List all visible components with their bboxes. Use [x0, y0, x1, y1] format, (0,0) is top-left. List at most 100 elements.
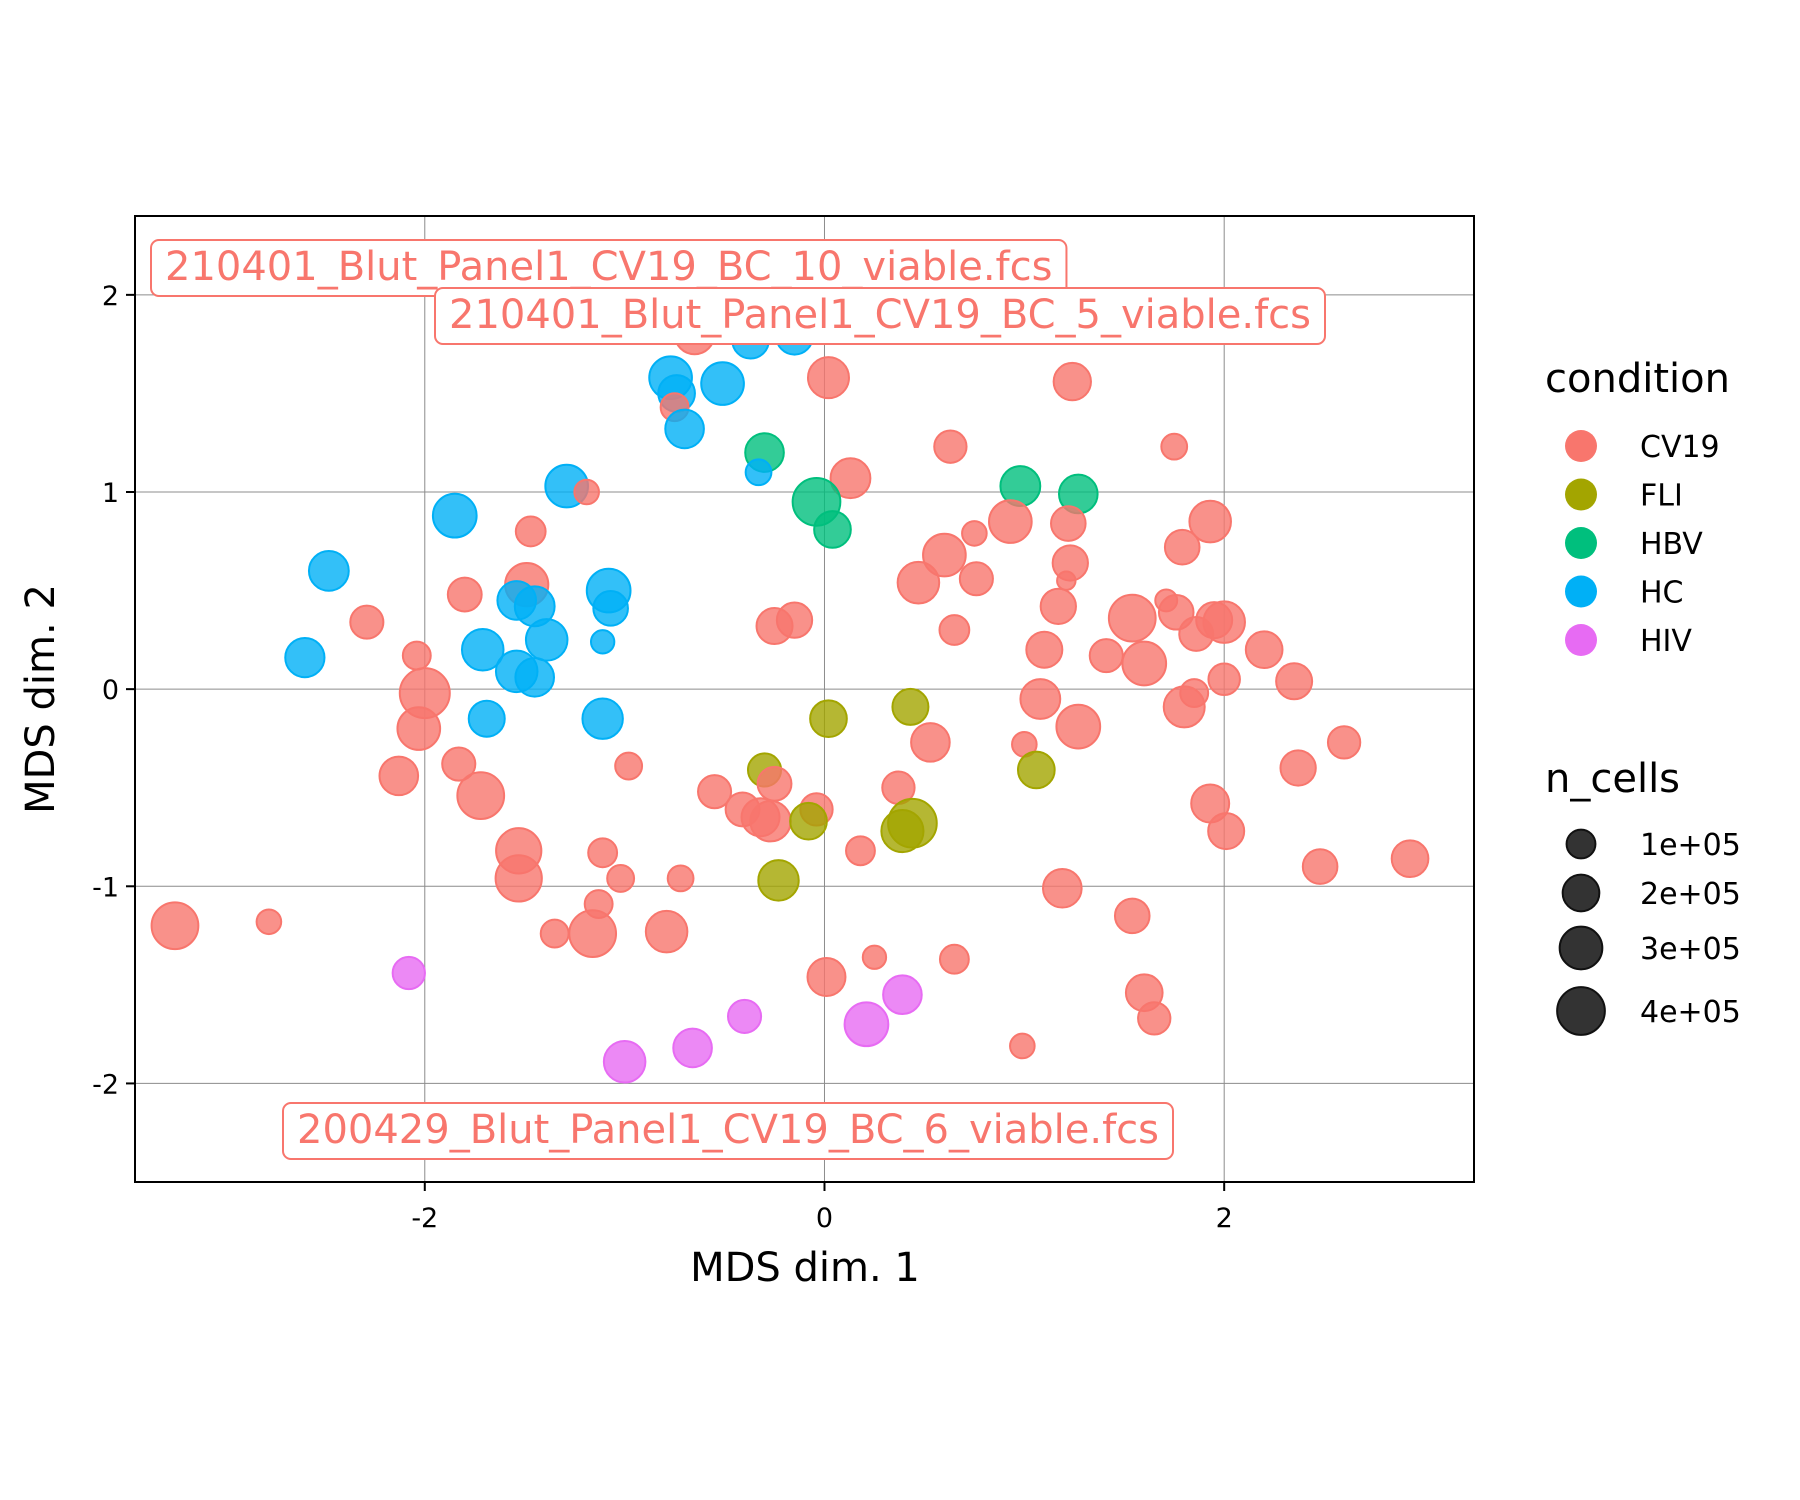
point-cv19: [829, 457, 872, 500]
point-cv19: [1088, 638, 1124, 674]
annotation-text: 210401_Blut_Panel1_CV19_BC_10_viable.fcs: [165, 244, 1052, 290]
point-fli: [809, 699, 848, 739]
point-cv19: [1107, 593, 1157, 643]
point-hiv: [602, 1039, 647, 1084]
point-cv19: [1207, 812, 1246, 851]
x-tick-label: -2: [411, 1203, 438, 1234]
point-hc: [467, 699, 506, 738]
point-hc: [431, 492, 478, 539]
point-cv19: [1055, 703, 1102, 750]
point-cv19: [396, 706, 442, 751]
point-cv19: [1025, 630, 1064, 669]
point-hc: [700, 361, 745, 406]
point-hc: [664, 408, 705, 450]
point-cv19: [910, 722, 951, 763]
y-axis-title: MDS dim. 2: [18, 584, 64, 814]
condition-legend-title: condition: [1545, 356, 1730, 402]
legend-size-label: 1e+05: [1640, 828, 1741, 863]
point-hiv: [882, 974, 923, 1016]
y-tick-label: 0: [102, 675, 119, 706]
point-hc: [589, 629, 616, 655]
point-cv19: [1052, 361, 1092, 402]
point-hiv: [391, 955, 426, 991]
point-cv19: [1042, 867, 1083, 909]
point-cv19: [1188, 499, 1232, 544]
point-hc: [524, 618, 569, 662]
point-cv19: [755, 607, 794, 646]
annotation-label: 200429_Blut_Panel1_CV19_BC_6_viable.fcs: [282, 1102, 1174, 1160]
x-tick-label: 0: [816, 1203, 833, 1234]
point-fli: [1016, 750, 1056, 790]
point-cv19: [1160, 432, 1189, 461]
annotation-label: 210401_Blut_Panel1_CV19_BC_5_viable.fcs: [434, 287, 1326, 345]
legend-key-hiv: [1565, 624, 1597, 656]
point-cv19: [1050, 505, 1087, 542]
point-cv19: [614, 751, 644, 781]
point-hiv: [726, 998, 763, 1034]
point-cv19: [938, 943, 970, 975]
point-cv19: [1121, 640, 1168, 687]
point-hc: [592, 590, 629, 627]
point-cv19: [349, 604, 385, 640]
point-cv19: [1207, 662, 1241, 697]
legend-size-label: 3e+05: [1640, 932, 1741, 967]
point-cv19: [938, 614, 971, 646]
point-cv19: [1178, 616, 1215, 652]
y-tick-label: 2: [102, 281, 119, 312]
point-cv19: [806, 956, 847, 997]
legend-size-label: 4e+05: [1640, 995, 1741, 1030]
point-hiv: [672, 1027, 713, 1069]
sample-annotations: 210401_Blut_Panel1_CV19_BC_10_viable.fcs…: [150, 239, 1326, 1160]
point-cv19: [749, 800, 792, 843]
point-hc: [744, 458, 773, 487]
legend-size-label: 2e+05: [1640, 877, 1741, 912]
point-cv19: [896, 560, 941, 605]
point-cv19: [756, 765, 793, 802]
annotation-box: [282, 1102, 1174, 1160]
legend-size-key: [1558, 925, 1604, 971]
legend-label: CV19: [1640, 430, 1720, 465]
point-hc: [514, 657, 555, 698]
point-fli: [880, 809, 925, 854]
point-cv19: [587, 837, 619, 869]
point-cv19: [1301, 848, 1339, 885]
point-cv19: [150, 901, 200, 951]
y-tick-label: -1: [92, 872, 119, 903]
condition-legend: condition CV19 FLI HBV HC HIV: [1545, 356, 1730, 659]
point-cv19: [961, 520, 988, 547]
plot-frame: [134, 215, 1475, 1183]
point-cv19: [1326, 725, 1362, 760]
legend-key-cv19: [1565, 430, 1597, 462]
point-cv19: [1244, 630, 1284, 670]
point-hiv: [843, 1001, 890, 1048]
point-hbv: [813, 510, 852, 549]
point-cv19: [539, 918, 570, 949]
point-cv19: [806, 356, 850, 400]
legend-size-key: [1556, 986, 1606, 1036]
point-fli: [757, 859, 800, 902]
point-cv19: [494, 854, 543, 903]
point-cv19: [1279, 749, 1317, 787]
point-cv19: [1163, 528, 1201, 566]
point-cv19: [446, 576, 483, 613]
point-hc: [581, 697, 624, 740]
legend-size-key: [1561, 873, 1601, 913]
annotation-box: [434, 287, 1326, 345]
point-cv19: [1056, 570, 1077, 591]
x-tick-label: 2: [1216, 1203, 1233, 1234]
legend-label: HBV: [1640, 527, 1703, 562]
x-axis: -2 0 2: [411, 1182, 1233, 1234]
n-cells-legend-title: n_cells: [1545, 756, 1680, 802]
legend-label: FLI: [1640, 479, 1683, 514]
n-cells-legend: n_cells 1e+05 2e+05 3e+05 4e+05: [1545, 756, 1741, 1036]
point-cv19: [1137, 1001, 1172, 1036]
point-cv19: [958, 561, 994, 597]
point-cv19: [401, 640, 432, 671]
legend-key-hbv: [1565, 527, 1597, 559]
point-cv19: [1390, 839, 1430, 879]
point-cv19: [697, 774, 733, 810]
legend-label: HIV: [1640, 624, 1692, 659]
point-cv19: [988, 499, 1033, 544]
legend-key-hc: [1565, 575, 1597, 608]
point-cv19: [606, 863, 636, 893]
